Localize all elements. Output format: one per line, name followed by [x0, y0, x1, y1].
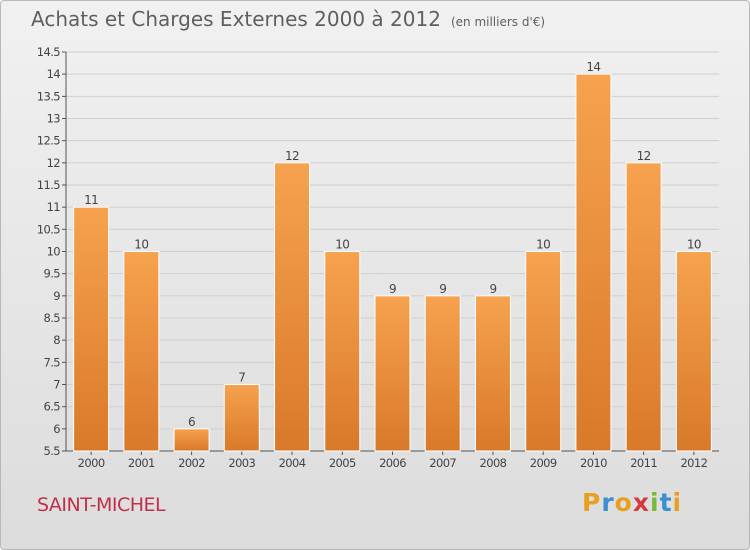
y-tick-label: 14 [47, 67, 61, 81]
y-tick-label: 11 [47, 200, 61, 214]
logo-letter: r [601, 488, 615, 517]
logo-letter: x [632, 488, 650, 517]
data-label: 10 [536, 238, 550, 252]
labels: 5.5 6 6.5 7 7.5 8 8.5 9 9.5 10 10.5 11 11.5 12 12.5 13 1… [37, 45, 708, 470]
data-label: 10 [335, 238, 349, 252]
x-tick-label: 2009 [530, 456, 557, 470]
data-label: 10 [134, 238, 148, 252]
x-tick-label: 2008 [480, 456, 507, 470]
data-label: 11 [84, 193, 98, 207]
chart-title-unit: (en milliers d'€) [450, 15, 546, 29]
y-tick-label: 8 [53, 333, 60, 347]
bar [73, 206, 110, 452]
x-tick-label: 2012 [680, 456, 707, 470]
x-tick-label: 2006 [379, 456, 406, 470]
x-tick-label: 2010 [580, 456, 607, 470]
y-tick-label: 9.5 [44, 267, 61, 281]
bar [424, 295, 461, 452]
y-tick-label: 10.5 [37, 222, 60, 236]
logo-letter: i [650, 488, 660, 517]
bar [324, 251, 361, 452]
data-label: 9 [439, 282, 446, 296]
bar [274, 162, 311, 452]
data-label: 9 [489, 282, 496, 296]
bar [173, 428, 210, 452]
x-tick-label: 2002 [178, 456, 205, 470]
y-tick-label: 7.5 [44, 355, 61, 369]
logo-letter: P [582, 488, 602, 517]
data-label: 10 [687, 238, 701, 252]
y-tick-label: 6.5 [44, 400, 61, 414]
y-tick-label: 12.5 [37, 134, 60, 148]
chart-title-text: Achats et Charges Externes 2000 à 2012 [31, 7, 441, 31]
logo-letter: o [614, 488, 633, 517]
x-tick-label: 2005 [329, 456, 356, 470]
data-label: 7 [238, 371, 245, 385]
data-label: 6 [188, 415, 195, 429]
bar [123, 251, 160, 452]
bar [625, 162, 662, 452]
y-tick-label: 12 [47, 156, 61, 170]
chart-title: Achats et Charges Externes 2000 à 2012 (e… [31, 7, 545, 31]
bar [223, 384, 260, 452]
place-name: SAINT-MICHEL [37, 494, 166, 516]
y-tick-label: 11.5 [37, 178, 60, 192]
x-tick-label: 2000 [78, 456, 105, 470]
bar [675, 251, 712, 452]
y-tick-label: 9 [53, 289, 60, 303]
logo-letter: t [659, 488, 673, 517]
bar [474, 295, 511, 452]
y-tick-label: 6 [53, 422, 60, 436]
y-tick-label: 8.5 [44, 311, 61, 325]
y-tick-label: 5.5 [44, 444, 61, 458]
data-label: 12 [285, 149, 299, 163]
bar [525, 251, 562, 452]
x-tick-label: 2004 [279, 456, 306, 470]
data-label: 12 [637, 149, 651, 163]
y-tick-label: 14.5 [37, 45, 60, 59]
x-tick-label: 2007 [429, 456, 456, 470]
proxiti-logo: Proxiti [582, 488, 682, 517]
x-tick-label: 2001 [128, 456, 155, 470]
logo-letter: i [672, 488, 683, 517]
x-tick-label: 2003 [228, 456, 255, 470]
y-tick-label: 10 [47, 245, 61, 259]
bars [73, 73, 712, 452]
bar [575, 73, 612, 452]
data-label: 14 [586, 60, 600, 74]
y-tick-label: 7 [53, 378, 60, 392]
bar [374, 295, 411, 452]
data-label: 9 [389, 282, 396, 296]
y-tick-label: 13.5 [37, 89, 60, 103]
y-tick-label: 13 [47, 112, 61, 126]
x-tick-label: 2011 [630, 456, 657, 470]
